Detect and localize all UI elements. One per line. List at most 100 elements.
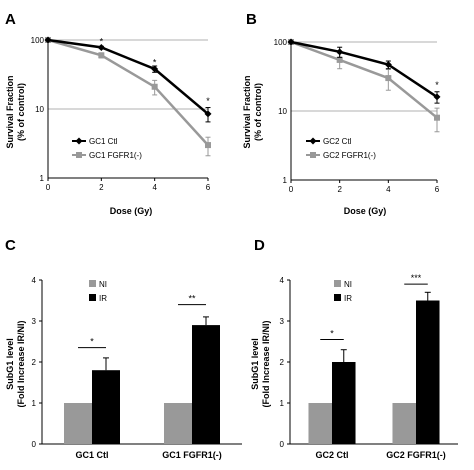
- legend-label-ir: IR: [99, 294, 107, 303]
- legend-swatch-ni: [334, 280, 341, 287]
- x-tick-label: 0: [46, 183, 51, 192]
- significance-star: ***: [411, 273, 422, 283]
- y-tick-label: 100: [274, 38, 288, 47]
- data-point-gc1-fgfr1: [151, 83, 158, 90]
- y-tick-label: 2: [32, 358, 37, 367]
- y-tick-label: 0: [280, 440, 285, 449]
- bar-ir: [92, 370, 120, 444]
- x-tick-label: 4: [386, 185, 391, 194]
- y-axis-title-line1: SubG1 level: [250, 338, 260, 390]
- significance-star: *: [330, 328, 334, 338]
- y-tick-label: 10: [278, 107, 287, 116]
- x-axis-title: Dose (Gy): [344, 206, 387, 216]
- data-point-gc2-ctl: [433, 93, 441, 101]
- legend-label-gc2-fgfr1: GC2 FGFR1(-): [323, 151, 376, 160]
- data-point-gc1-ctl: [204, 110, 212, 118]
- y-tick-label: 2: [280, 358, 285, 367]
- significance-star: *: [206, 96, 210, 106]
- panel-letter: A: [5, 11, 16, 28]
- y-tick-label: 3: [32, 317, 37, 326]
- legend-swatch-ir: [89, 294, 96, 301]
- bar-ir: [416, 300, 440, 444]
- panel-letter: C: [5, 237, 16, 254]
- plot-area: 0 1 2 3 4 GC1 Ctl * GC1 FGFR1(-) **: [32, 276, 242, 460]
- y-tick-label: 4: [280, 276, 285, 285]
- data-point-gc2-fgfr1: [434, 114, 440, 121]
- significance-star: *: [435, 80, 439, 90]
- bar-ir: [192, 325, 220, 444]
- significance-star: **: [188, 294, 196, 304]
- legend-label-ni: NI: [344, 280, 352, 289]
- x-tick-label: 2: [337, 185, 342, 194]
- data-point-gc1-ctl: [97, 43, 105, 51]
- significance-star: *: [90, 337, 94, 347]
- legend-marker-square: [76, 152, 82, 158]
- legend-label-gc1-ctl: GC1 Ctl: [89, 137, 118, 146]
- y-tick-label: 1: [32, 399, 37, 408]
- y-tick-label: 1: [280, 399, 285, 408]
- plot-area: 1 10 100 0 2 4 6 *: [274, 38, 441, 194]
- legend: NI IR: [334, 280, 352, 303]
- legend: GC1 Ctl GC1 FGFR1(-): [72, 137, 142, 160]
- legend-swatch-ni: [89, 280, 96, 287]
- data-point-gc2-ctl: [287, 38, 295, 46]
- y-tick-label: 1: [283, 176, 288, 185]
- y-tick-label: 10: [35, 105, 44, 114]
- x-tick-label: 4: [152, 183, 157, 192]
- data-point-gc1-ctl: [151, 65, 159, 73]
- data-point-gc2-fgfr1: [336, 56, 343, 63]
- panel-b: B Dose (Gy) Survival Fraction (% of cont…: [242, 11, 441, 216]
- x-tick-label: 6: [206, 183, 211, 192]
- category-label: GC1 FGFR1(-): [162, 450, 222, 460]
- y-tick-label: 100: [31, 36, 45, 45]
- legend-label-ni: NI: [99, 280, 107, 289]
- series-line-gc2-fgfr1: [290, 40, 438, 119]
- x-tick-label: 2: [99, 183, 104, 192]
- x-axis-title: Dose (Gy): [110, 206, 153, 216]
- series-line-gc2-ctl: [290, 40, 438, 98]
- series-line-gc1-ctl: [47, 38, 209, 115]
- bar-ni: [64, 403, 92, 444]
- y-axis-title-line2: (% of control): [253, 83, 263, 141]
- y-axis-title-line2: (Fold Increase IR/NI): [16, 320, 26, 407]
- data-point-gc2-ctl: [384, 61, 392, 69]
- plot-area: 0 1 2 3 4 GC2 Ctl * GC2 FGFR1(-) ***: [280, 273, 458, 460]
- significance-star: *: [153, 58, 157, 68]
- y-tick-label: 3: [280, 317, 285, 326]
- significance-star: *: [100, 37, 104, 47]
- legend-label-ir: IR: [344, 294, 352, 303]
- y-axis-title-line1: Survival Fraction: [242, 75, 252, 148]
- data-point-gc1-fgfr1: [205, 142, 211, 149]
- series-line-gc1-fgfr1: [47, 38, 209, 146]
- panel-letter: B: [246, 11, 257, 28]
- panel-d: D SubG1 level (Fold Increase IR/NI) NI I…: [250, 237, 458, 460]
- legend: GC2 Ctl GC2 FGFR1(-): [306, 137, 376, 160]
- legend-label-gc2-ctl: GC2 Ctl: [323, 137, 352, 146]
- legend-swatch-ir: [334, 294, 341, 301]
- bar-ni: [392, 403, 416, 444]
- category-label: GC1 Ctl: [75, 450, 108, 460]
- x-tick-label: 0: [289, 185, 294, 194]
- plot-area: 1 10 100 0 2 4 6 * * *: [31, 36, 212, 192]
- legend-marker-square: [310, 152, 316, 158]
- y-axis-title-line1: SubG1 level: [5, 338, 15, 390]
- x-tick-label: 6: [435, 185, 440, 194]
- data-point-gc1-ctl: [44, 36, 52, 44]
- panel-c: C SubG1 level (Fold Increase IR/NI) NI I…: [5, 237, 242, 460]
- data-point-gc1-fgfr1: [98, 52, 105, 59]
- y-axis-title-line2: (% of control): [16, 83, 26, 141]
- y-tick-label: 0: [32, 440, 37, 449]
- legend-label-gc1-fgfr1: GC1 FGFR1(-): [89, 151, 142, 160]
- category-label: GC2 Ctl: [315, 450, 348, 460]
- panel-letter: D: [254, 237, 265, 254]
- panel-a: A Dose (Gy) Survival Fraction (% of cont…: [5, 11, 212, 216]
- data-point-gc2-fgfr1: [385, 75, 392, 82]
- y-axis-title-line1: Survival Fraction: [5, 75, 15, 148]
- legend-marker-diamond: [75, 137, 83, 145]
- y-tick-label: 4: [32, 276, 37, 285]
- category-label: GC2 FGFR1(-): [386, 450, 446, 460]
- legend-marker-diamond: [309, 137, 317, 145]
- bar-ir: [332, 362, 356, 444]
- data-point-gc2-ctl: [336, 48, 344, 56]
